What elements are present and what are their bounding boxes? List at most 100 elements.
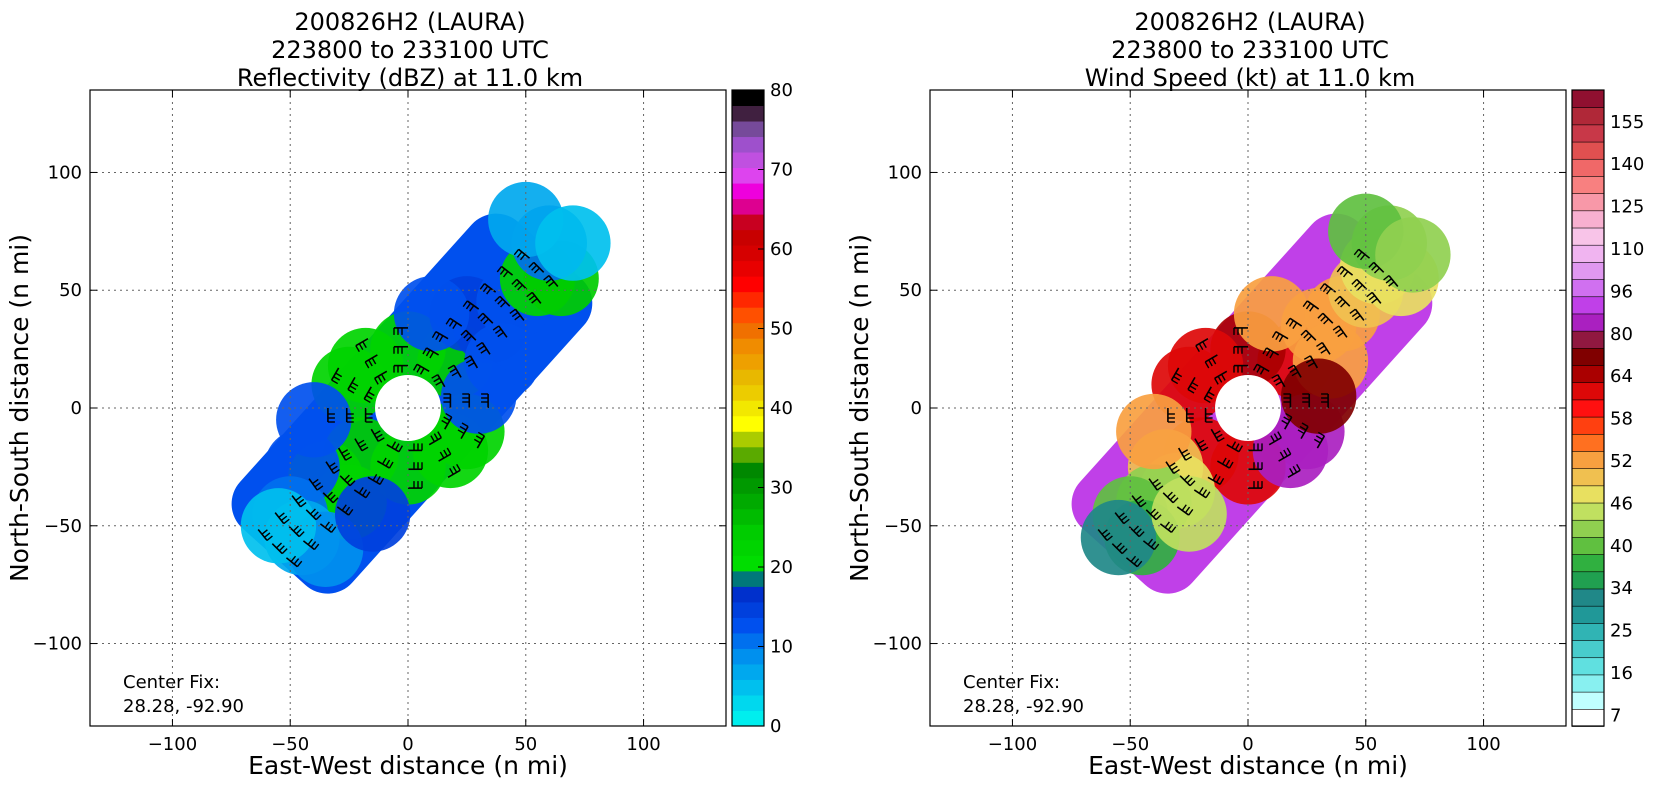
x-tick-label: −100 xyxy=(988,734,1037,755)
wind-barb xyxy=(543,275,559,287)
colorbar-segment xyxy=(1571,433,1605,452)
y-tick-label: 50 xyxy=(59,280,82,301)
colorbar-segment xyxy=(1571,622,1605,641)
grid-left xyxy=(90,90,726,726)
wind-barb xyxy=(337,447,353,461)
field-cell xyxy=(535,205,611,281)
colorbar-tick-label: 58 xyxy=(1610,409,1633,430)
wind-barb xyxy=(1302,393,1311,408)
colorbar-segment xyxy=(732,152,764,169)
wind-barb xyxy=(428,431,442,446)
wind-barb xyxy=(1179,474,1196,487)
wind-barb xyxy=(1167,408,1175,423)
field-cell xyxy=(276,382,352,458)
colorbar-segment xyxy=(732,524,764,541)
colorbar-segment xyxy=(732,167,764,184)
colorbar-segment xyxy=(732,369,764,386)
x-tick-label: −50 xyxy=(271,734,309,755)
colorbar-tick-label: 20 xyxy=(770,557,793,578)
wind-barb xyxy=(528,261,545,274)
wind-barb xyxy=(285,555,303,568)
left-title-line-3: Reflectivity (dBZ) at 11.0 km xyxy=(237,64,583,92)
wind-barb xyxy=(274,512,290,525)
wind-barb xyxy=(1336,265,1354,278)
wind-barb xyxy=(494,295,511,308)
colorbar-tick-label: 70 xyxy=(770,160,793,181)
colorbar-tick-label: 46 xyxy=(1610,493,1633,514)
colorbar-segment xyxy=(1571,364,1605,384)
colorbar-segment xyxy=(1571,175,1605,194)
field-cell xyxy=(1280,358,1357,434)
wind-barb xyxy=(1351,278,1368,291)
wind-barb xyxy=(354,438,369,452)
wind-barb xyxy=(526,291,542,304)
field-cell xyxy=(1080,499,1157,576)
colorbar-segment xyxy=(1571,313,1605,332)
wind-barb xyxy=(443,393,452,408)
wind-barb xyxy=(473,431,486,449)
y-tick-label: −100 xyxy=(873,634,922,655)
wind-barb xyxy=(1159,521,1177,533)
colorbar-segment xyxy=(732,322,764,339)
wind-barb xyxy=(1128,525,1145,538)
wind-barb xyxy=(291,495,307,508)
field-cell xyxy=(1375,217,1451,293)
wind-barb xyxy=(370,428,385,442)
wind-barb xyxy=(330,367,343,385)
y-tick-label: −50 xyxy=(44,516,82,537)
colorbar-segment xyxy=(732,136,764,153)
wind-barb xyxy=(1332,325,1348,338)
wind-barb xyxy=(353,487,371,499)
reflectivity-field xyxy=(231,181,611,594)
wind-barb xyxy=(513,248,531,261)
wind-barb xyxy=(1248,481,1263,489)
colorbar-segment xyxy=(732,694,764,711)
colorbar-segment xyxy=(732,229,764,246)
wind-barb xyxy=(438,447,452,462)
colorbar-segment xyxy=(732,555,764,572)
left-xlabel: East-West distance (n mi) xyxy=(248,751,568,780)
wind-barb xyxy=(1248,462,1263,471)
wind-barb xyxy=(481,393,489,408)
wind-barb xyxy=(1195,337,1209,353)
wind-barb xyxy=(376,457,394,469)
wind-barb xyxy=(1170,367,1183,385)
wind-barb xyxy=(1114,512,1130,525)
wind-barb xyxy=(492,325,508,338)
colorbar-segment xyxy=(1571,519,1605,538)
wind-barb xyxy=(1300,329,1317,342)
wind-barb xyxy=(1194,438,1209,452)
colorbar-frame xyxy=(1571,89,1605,727)
wind-barb xyxy=(1131,495,1147,508)
x-tick-label: 100 xyxy=(1466,734,1500,755)
colorbar-segment xyxy=(1571,227,1605,246)
colorbar-segment xyxy=(1571,450,1605,469)
colorbar-segment xyxy=(732,260,764,277)
wind-barb xyxy=(1233,364,1248,373)
wind-barb xyxy=(1204,408,1213,423)
wind-barb xyxy=(1368,261,1385,274)
colorbar-segment xyxy=(732,121,764,138)
wind-barb xyxy=(1162,491,1179,504)
wind-barb xyxy=(288,525,305,538)
wind-barb xyxy=(1316,341,1331,355)
wind-barb xyxy=(1297,422,1309,440)
wind-barb xyxy=(367,473,385,486)
wind-barb xyxy=(1125,555,1143,568)
colorbar-segment xyxy=(732,446,764,463)
field-cell xyxy=(1167,327,1244,404)
colorbar-right: 7 16 25 34 40 46 52 58 64 80 96 110 125 140 155 xyxy=(1571,89,1644,727)
colorbar-segment xyxy=(732,586,764,603)
wind-barb xyxy=(460,329,477,342)
colorbar-segment xyxy=(1571,278,1605,298)
wind-barb xyxy=(363,386,375,404)
wind-barb xyxy=(1176,504,1194,516)
wind-barb xyxy=(305,508,322,521)
colorbar-tick-label: 10 xyxy=(770,637,793,658)
wind-barb xyxy=(1226,441,1244,453)
wind-barb xyxy=(431,374,446,388)
y-tick-label: 100 xyxy=(888,162,922,183)
wind-barb xyxy=(1334,295,1351,308)
colorbar-segment xyxy=(1571,381,1605,401)
